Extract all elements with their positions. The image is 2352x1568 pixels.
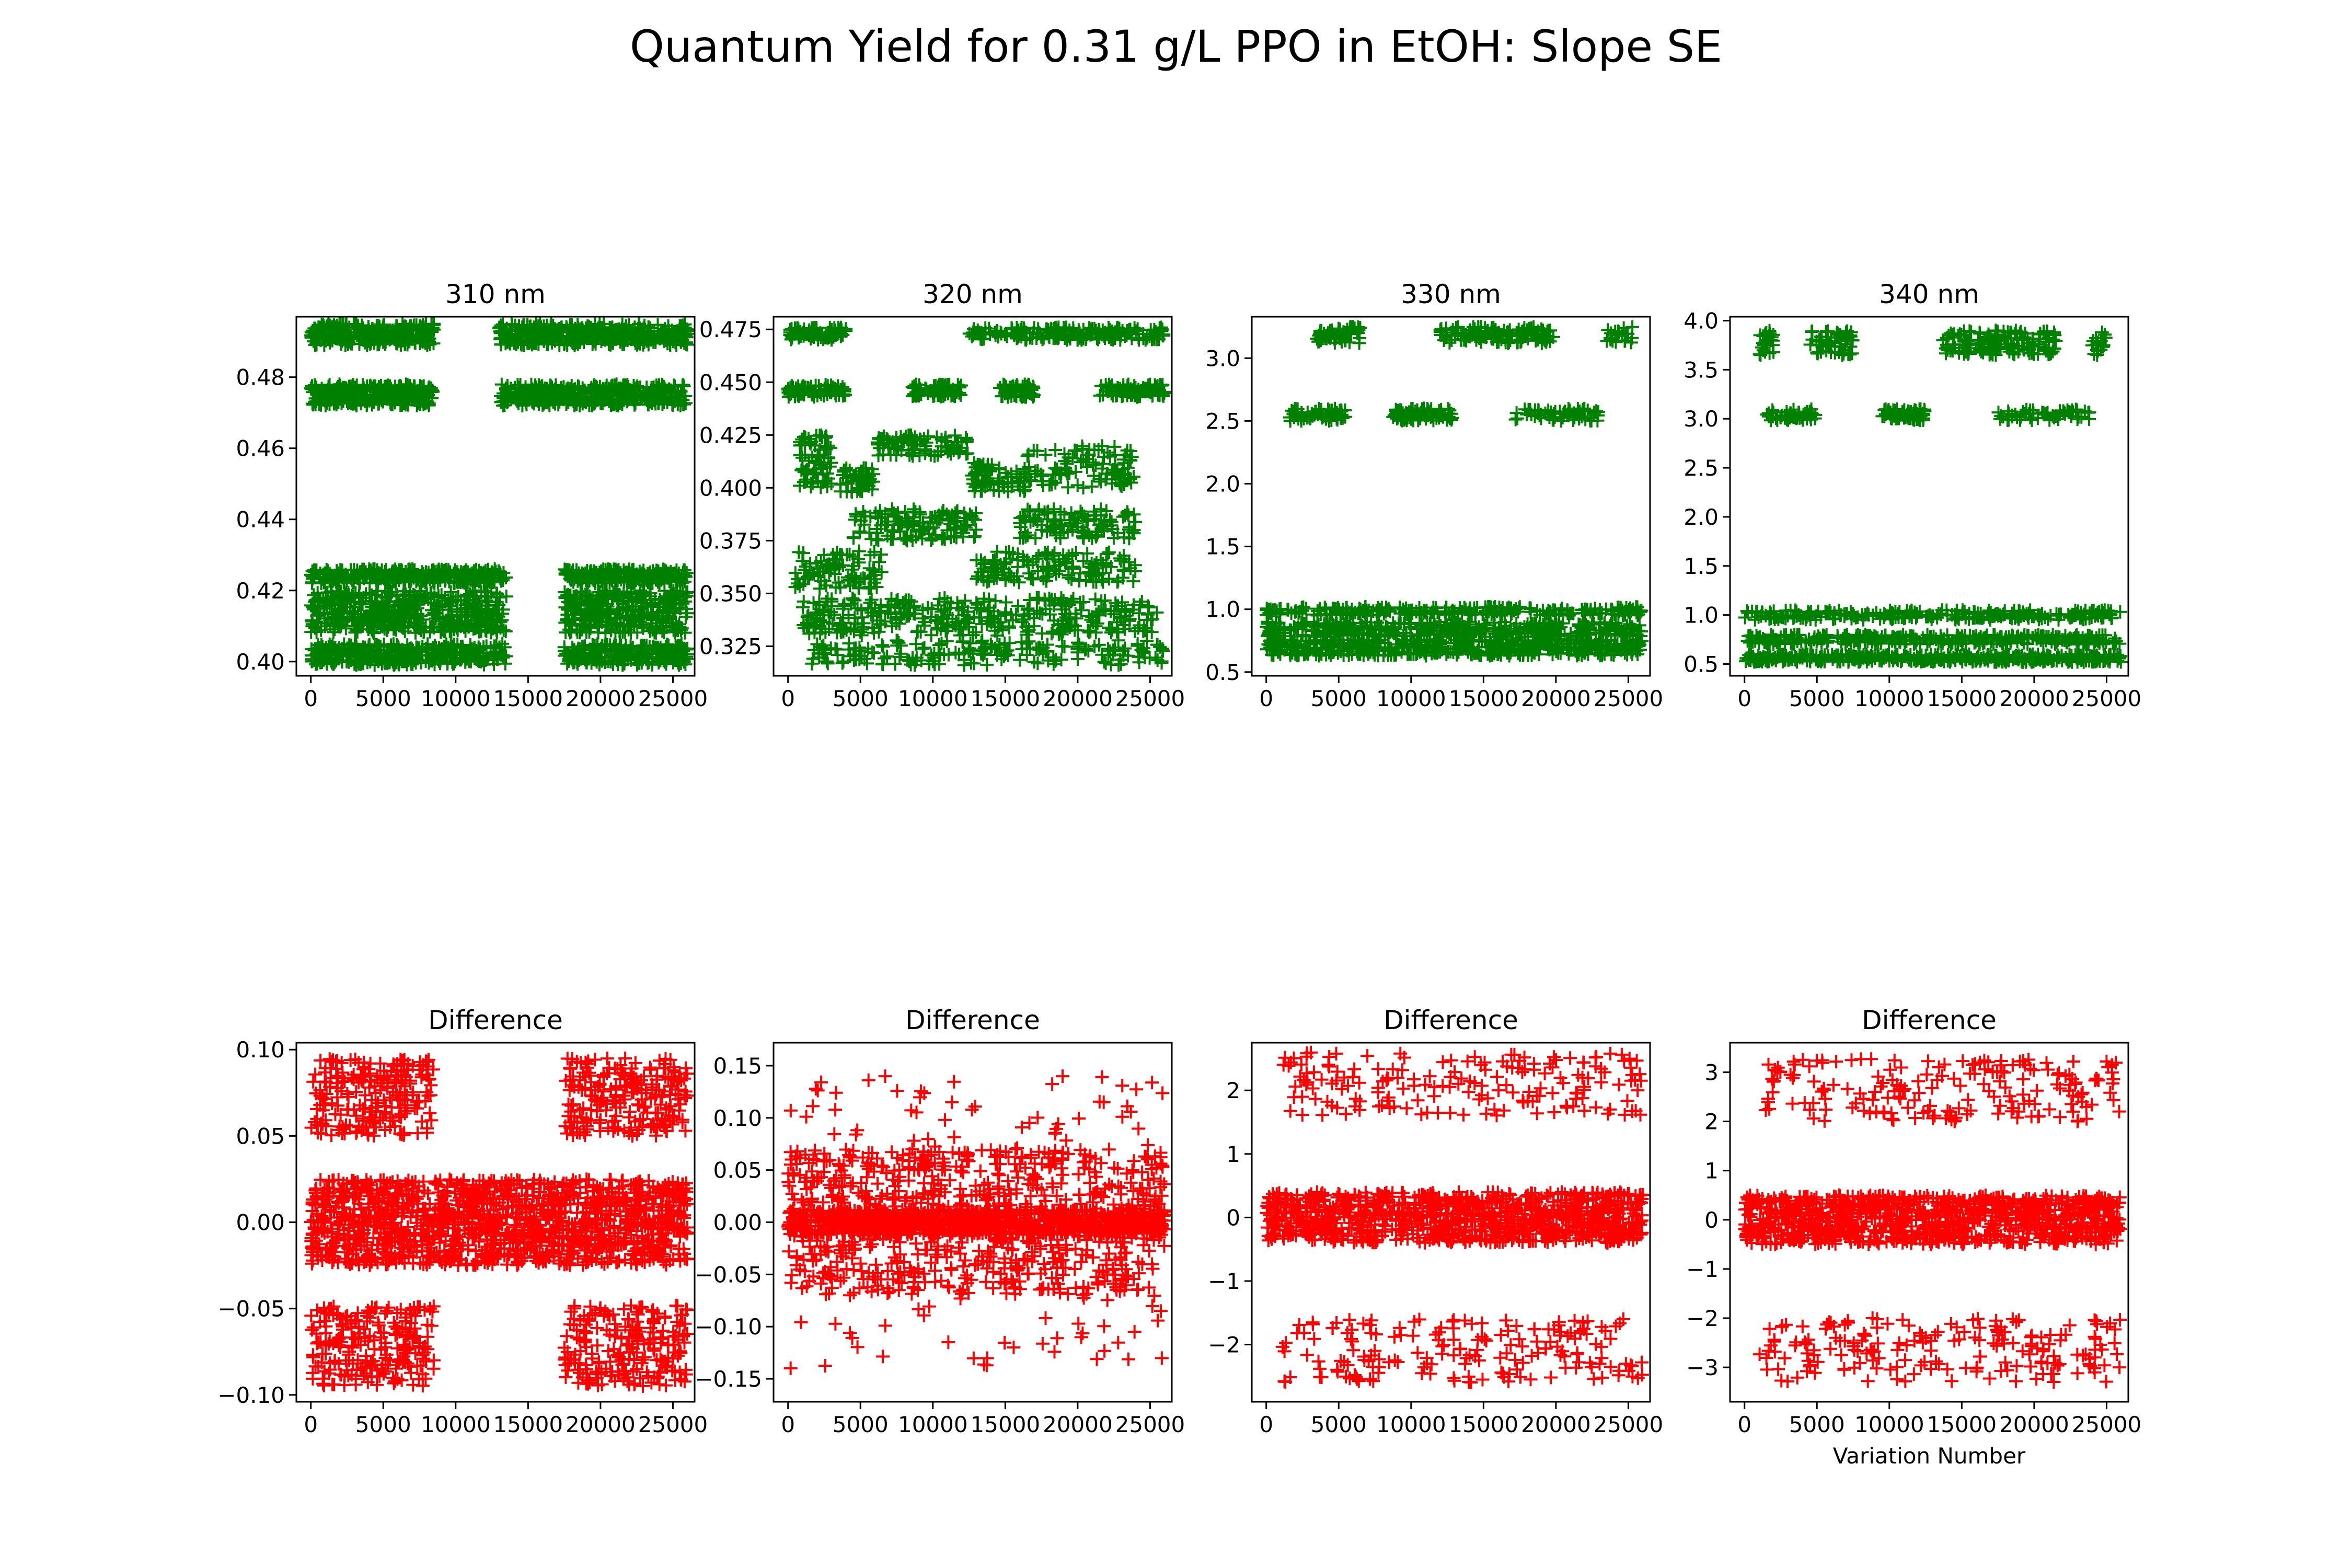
data-point <box>332 324 347 338</box>
data-point <box>425 321 440 335</box>
x-tick-label: 20000 <box>566 686 636 711</box>
data-point <box>634 324 648 338</box>
subplot-title: 310 nm <box>445 279 546 309</box>
data-point <box>378 337 392 351</box>
data-point <box>884 532 898 546</box>
data-point <box>526 337 540 351</box>
data-point <box>628 320 642 335</box>
x-tick-label: 5000 <box>355 686 411 711</box>
y-tick-label: 0.46 <box>236 436 285 462</box>
data-point <box>418 330 432 343</box>
data-point <box>579 321 593 335</box>
data-point <box>340 335 354 349</box>
figure-title: Quantum Yield for 0.31 g/L PPO in EtOH: … <box>630 21 1722 72</box>
data-point <box>322 328 337 342</box>
data-point <box>1089 458 1103 472</box>
data-point <box>540 336 555 350</box>
data-point <box>514 338 528 352</box>
data-point <box>1061 480 1075 494</box>
data-point <box>604 338 618 352</box>
data-point <box>588 317 602 331</box>
y-tick-label: 0.44 <box>236 507 285 533</box>
data-point <box>968 529 982 543</box>
data-point <box>362 334 376 348</box>
data-point <box>565 330 579 344</box>
data-point <box>348 326 362 340</box>
data-point <box>544 317 558 331</box>
data-point <box>398 319 412 333</box>
data-point <box>309 325 323 339</box>
data-points <box>304 317 695 672</box>
x-tick-label: 0 <box>304 686 318 711</box>
data-point <box>663 337 677 351</box>
data-point <box>493 332 508 347</box>
data-point <box>409 322 423 336</box>
data-point <box>615 326 629 340</box>
y-tick-label: 0.48 <box>236 365 285 390</box>
data-point <box>320 331 333 345</box>
x-tick-label: 15000 <box>493 686 563 711</box>
data-point <box>525 323 539 337</box>
data-point <box>568 329 582 343</box>
data-point <box>1118 509 1132 523</box>
data-points <box>781 320 1171 672</box>
x-tick-label: 10000 <box>421 686 491 711</box>
data-point <box>605 320 619 335</box>
data-point <box>1102 545 1116 559</box>
y-tick-label: 0.40 <box>236 649 285 675</box>
data-point <box>1088 592 1102 606</box>
data-point <box>546 318 560 332</box>
data-point <box>321 318 335 332</box>
data-point <box>402 335 417 349</box>
y-tick-label: 0.42 <box>236 578 285 604</box>
data-point <box>564 318 579 332</box>
data-point <box>500 335 514 349</box>
data-point <box>621 329 636 343</box>
data-point <box>679 322 693 337</box>
data-point <box>640 334 654 348</box>
data-point <box>673 332 687 347</box>
data-point <box>548 326 562 339</box>
data-point <box>608 323 622 337</box>
data-point <box>347 318 361 332</box>
data-point <box>389 335 403 349</box>
data-point <box>678 325 692 339</box>
data-point <box>1126 574 1140 589</box>
data-point <box>396 327 410 341</box>
data-point <box>602 337 616 351</box>
subplot-1: 310 nm 0 5000 10000 15000 20000 25000 0.40 0.42 0… <box>236 279 708 711</box>
data-point <box>373 327 387 341</box>
data-point <box>309 337 324 351</box>
data-point <box>517 318 531 332</box>
x-tick-label: 25000 <box>638 686 708 711</box>
data-point <box>496 317 510 331</box>
data-point <box>656 324 670 338</box>
data-point <box>361 320 375 333</box>
data-point <box>586 325 600 339</box>
data-point <box>385 323 399 337</box>
subplot-2: 320 nm0 5000 10000 15000 20000 250000.3250.35… <box>699 279 1185 711</box>
